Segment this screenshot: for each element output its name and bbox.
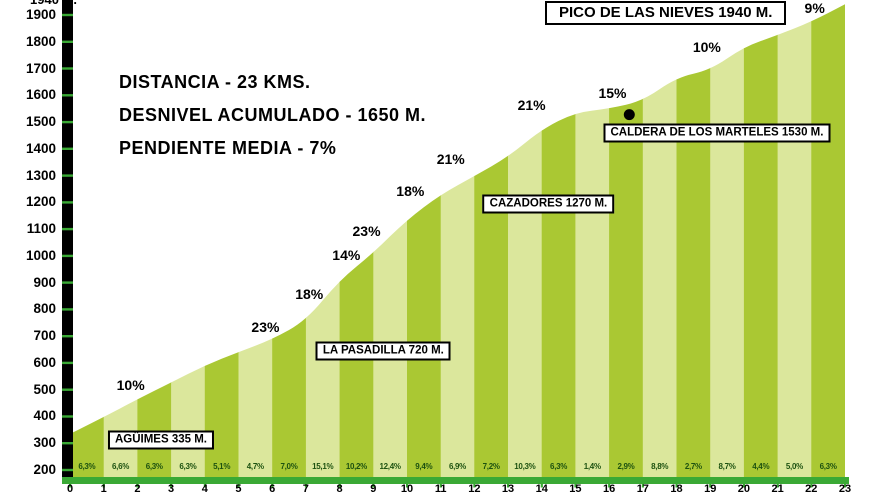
- x-axis-label: 7: [302, 483, 309, 495]
- slope-annotation: 14%: [332, 247, 361, 264]
- x-axis-label: 6: [269, 483, 276, 495]
- x-axis-label: 23: [838, 483, 852, 495]
- km-gradient-label: 1,4%: [583, 462, 601, 471]
- y-axis-label: 1500: [25, 114, 56, 130]
- y-axis-label: 200: [33, 462, 56, 477]
- y-axis-label: 1600: [25, 87, 56, 103]
- landmark-label: LA PASADILLA 720 M.: [315, 341, 451, 361]
- y-axis-label: 500: [33, 381, 56, 397]
- km-gradient-label: 7,0%: [280, 462, 298, 471]
- slope-annotation: 18%: [396, 182, 425, 199]
- elevation-gain-stat: DESNIVEL ACUMULADO - 1650 M.: [119, 105, 427, 125]
- x-axis-label: 22: [805, 483, 818, 495]
- km-gradient-label: 10,2%: [345, 462, 367, 471]
- x-axis-label: 15: [569, 483, 582, 495]
- y-axis-label: 400: [33, 408, 56, 424]
- summit-title-box: PICO DE LAS NIEVES 1940 M.: [545, 1, 787, 25]
- km-gradient-label: 6,3%: [550, 462, 568, 471]
- x-axis-label: 5: [235, 483, 242, 495]
- km-gradient-label: 8,7%: [718, 462, 736, 471]
- slope-annotation: 10%: [116, 376, 145, 393]
- y-axis-label: 1200: [25, 194, 56, 210]
- y-axis-label: 900: [33, 274, 56, 290]
- slope-annotation: 9%: [804, 0, 825, 17]
- x-axis-label: 4: [201, 483, 208, 495]
- km-gradient-label: 8,8%: [651, 462, 669, 471]
- x-axis-label: 1: [100, 483, 107, 495]
- y-axis-top-label: 1940 M.: [30, 0, 77, 7]
- slope-annotation: 15%: [598, 84, 627, 101]
- slope-annotation: 23%: [251, 318, 280, 335]
- x-axis-band: [62, 477, 849, 488]
- km-gradient-label: 6,3%: [179, 462, 197, 471]
- x-axis-label: 9: [370, 483, 377, 495]
- y-axis-bar: [62, 0, 73, 477]
- y-axis-label: 1300: [25, 167, 56, 183]
- average-gradient-stat: PENDIENTE MEDIA - 7%: [119, 138, 337, 158]
- y-axis-label: 1900: [25, 7, 56, 22]
- km-gradient-label: 12,4%: [379, 462, 401, 471]
- slope-annotation: 21%: [436, 150, 465, 167]
- landmark-label: CALDERA DE LOS MARTELES 1530 M.: [603, 123, 831, 143]
- x-axis-label: 19: [704, 483, 717, 495]
- km-gradient-label: 2,9%: [617, 462, 635, 471]
- y-axis-label: 800: [33, 301, 56, 317]
- km-gradient-label: 5,0%: [785, 462, 803, 471]
- slope-annotation: 21%: [517, 96, 546, 113]
- climb-stats: DISTANCIA - 23 KMS. DESNIVEL ACUMULADO -…: [119, 66, 426, 165]
- y-axis-label: 1700: [25, 60, 56, 76]
- slope-annotation: 10%: [692, 38, 721, 55]
- x-axis-label: 0: [66, 483, 74, 495]
- km-gradient-label: 7,2%: [482, 462, 500, 471]
- y-axis-label: 1800: [25, 33, 56, 49]
- y-axis-label: 700: [33, 328, 56, 344]
- x-axis-label: 2: [134, 483, 141, 495]
- y-axis-label: 1400: [25, 140, 56, 156]
- km-gradient-label: 2,7%: [684, 462, 702, 471]
- km-gradient-label: 10,3%: [514, 462, 536, 471]
- km-gradient-label: 6,3%: [78, 462, 96, 471]
- y-axis-label: 300: [33, 435, 56, 451]
- landmark-label: CAZADORES 1270 M.: [482, 194, 615, 214]
- km-gradient-label: 4,7%: [246, 462, 264, 471]
- km-gradient-label: 4,4%: [752, 462, 770, 471]
- x-axis-label: 17: [636, 483, 649, 495]
- slope-annotation: 23%: [352, 222, 381, 239]
- x-axis-label: 12: [468, 483, 481, 495]
- slope-annotation: 18%: [295, 285, 324, 302]
- x-axis-label: 10: [400, 483, 414, 495]
- x-axis-label: 20: [737, 483, 751, 495]
- x-axis-label: 21: [771, 483, 784, 495]
- x-axis-label: 13: [501, 483, 515, 495]
- km-gradient-label: 6,3%: [819, 462, 837, 471]
- distance-stat: DISTANCIA - 23 KMS.: [119, 72, 311, 92]
- km-gradient-label: 15,1%: [312, 462, 334, 471]
- y-axis-label: 1000: [25, 247, 56, 263]
- y-axis-label: 600: [33, 354, 56, 370]
- km-gradient-label: 6,6%: [112, 462, 130, 471]
- km-gradient-label: 9,4%: [415, 462, 433, 471]
- y-axis-label: 1100: [26, 221, 56, 237]
- x-axis-label: 3: [168, 483, 175, 495]
- km-gradient-label: 5,1%: [213, 462, 231, 471]
- km-gradient-label: 6,9%: [448, 462, 466, 471]
- x-axis-label: 14: [535, 483, 548, 495]
- x-axis-label: 16: [603, 483, 616, 495]
- marker-dot: [623, 109, 635, 121]
- x-axis-label: 8: [336, 483, 343, 495]
- km-gradient-label: 6,3%: [145, 462, 163, 471]
- landmark-label: AGÜIMES 335 M.: [107, 430, 214, 450]
- x-axis-label: 18: [670, 483, 683, 495]
- x-axis-label: 11: [434, 483, 447, 495]
